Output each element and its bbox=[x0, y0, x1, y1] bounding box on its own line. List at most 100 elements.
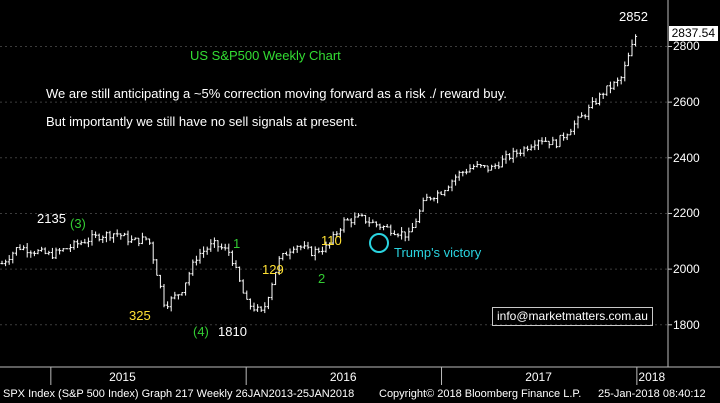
weekly-bar bbox=[540, 137, 544, 145]
weekly-bar bbox=[544, 137, 548, 142]
footer-instrument-info: SPX Index (S&P 500 Index) Graph 217 Week… bbox=[3, 388, 355, 400]
weekly-bar bbox=[439, 191, 443, 196]
weekly-bar bbox=[22, 245, 26, 251]
weekly-bar bbox=[169, 296, 173, 312]
weekly-bar bbox=[403, 231, 407, 242]
x-tick-label: 2015 bbox=[109, 370, 136, 384]
weekly-bar bbox=[616, 77, 620, 87]
commentary-line-2: But importantly we still have no sell si… bbox=[46, 114, 358, 129]
top-label-2852: 2852 bbox=[619, 9, 648, 24]
weekly-bar bbox=[83, 238, 87, 244]
weekly-bar bbox=[349, 218, 353, 228]
weekly-bar bbox=[576, 115, 580, 129]
price-bars bbox=[0, 34, 638, 314]
weekly-bar bbox=[526, 145, 530, 152]
weekly-bar bbox=[432, 197, 436, 202]
weekly-bar bbox=[43, 247, 47, 255]
weekly-bar bbox=[508, 153, 512, 161]
contact-email-link[interactable]: info@marketmatters.com.au bbox=[492, 307, 653, 326]
weekly-bar bbox=[338, 228, 342, 239]
weekly-bar bbox=[479, 163, 483, 168]
weekly-bar bbox=[72, 240, 76, 250]
weekly-bar bbox=[371, 219, 375, 224]
weekly-bar bbox=[306, 241, 310, 250]
weekly-bar bbox=[130, 235, 134, 243]
weekly-bar bbox=[230, 250, 234, 266]
weekly-bar bbox=[133, 237, 137, 241]
weekly-bar bbox=[389, 224, 393, 236]
weekly-bar bbox=[569, 128, 573, 136]
weekly-bar bbox=[281, 252, 285, 261]
weekly-bar bbox=[36, 249, 40, 255]
weekly-bar bbox=[194, 255, 198, 266]
weekly-bar bbox=[594, 98, 598, 105]
weekly-bar bbox=[274, 271, 278, 286]
weekly-bar bbox=[562, 132, 566, 141]
weekly-bar bbox=[0, 260, 4, 265]
weekly-bar bbox=[256, 304, 260, 312]
weekly-bar bbox=[288, 248, 292, 260]
weekly-bar bbox=[151, 241, 155, 264]
weekly-bar bbox=[382, 225, 386, 231]
weekly-bar bbox=[587, 104, 591, 121]
weekly-bar bbox=[158, 274, 162, 289]
grid bbox=[0, 45, 668, 326]
trump-victory-label: Trump's victory bbox=[394, 245, 482, 260]
weekly-bar bbox=[68, 244, 72, 253]
weekly-bar bbox=[86, 237, 90, 248]
weekly-bar bbox=[468, 164, 472, 173]
weekly-bar bbox=[259, 306, 263, 312]
weekly-bar bbox=[223, 243, 227, 251]
weekly-bar bbox=[490, 164, 494, 171]
weekly-bar bbox=[299, 245, 303, 251]
weekly-bar bbox=[454, 174, 458, 186]
weekly-bar bbox=[518, 149, 522, 157]
weekly-bar bbox=[11, 251, 15, 264]
weekly-bar bbox=[14, 247, 18, 256]
weekly-bar bbox=[396, 233, 400, 238]
weekly-bar bbox=[529, 144, 533, 151]
weekly-bar bbox=[61, 248, 65, 252]
weekly-bar bbox=[176, 294, 180, 300]
low-label-1810: 1810 bbox=[218, 324, 247, 339]
weekly-bar bbox=[29, 250, 33, 258]
weekly-bar bbox=[320, 246, 324, 255]
trump-victory-circle bbox=[369, 233, 389, 253]
weekly-bar bbox=[583, 114, 587, 119]
footer-bar: SPX Index (S&P 500 Index) Graph 217 Week… bbox=[0, 385, 720, 403]
weekly-bar bbox=[356, 213, 360, 218]
weekly-bar bbox=[443, 189, 447, 197]
weekly-bar bbox=[234, 260, 238, 269]
weekly-bar bbox=[324, 241, 328, 253]
weekly-bar bbox=[94, 231, 98, 238]
weekly-bar bbox=[122, 232, 126, 237]
weekly-bar bbox=[554, 139, 558, 149]
weekly-bar bbox=[7, 255, 11, 265]
weekly-bar bbox=[482, 165, 486, 168]
weekly-bar bbox=[331, 231, 335, 245]
weekly-bar bbox=[623, 61, 627, 82]
weekly-bar bbox=[385, 224, 389, 228]
wave-1-label: 1 bbox=[233, 236, 241, 251]
weekly-bar bbox=[209, 239, 213, 252]
weekly-bar bbox=[353, 212, 357, 225]
weekly-bar bbox=[47, 250, 51, 256]
weekly-bar bbox=[104, 231, 108, 243]
weekly-bar bbox=[364, 214, 368, 224]
weekly-bar bbox=[263, 302, 267, 314]
weekly-bar bbox=[248, 298, 252, 310]
weekly-bar bbox=[317, 247, 321, 254]
weekly-bar bbox=[25, 243, 29, 258]
weekly-bar bbox=[187, 271, 191, 286]
weekly-bar bbox=[155, 259, 159, 276]
weekly-bar bbox=[436, 190, 440, 204]
weekly-bar bbox=[140, 232, 144, 245]
weekly-bar bbox=[536, 139, 540, 150]
weekly-bar bbox=[58, 247, 62, 255]
weekly-bar bbox=[598, 92, 602, 106]
weekly-bar bbox=[407, 227, 411, 241]
y-tick-label: 2800 bbox=[673, 39, 700, 54]
weekly-bar bbox=[619, 76, 623, 85]
weekly-bar bbox=[378, 223, 382, 230]
